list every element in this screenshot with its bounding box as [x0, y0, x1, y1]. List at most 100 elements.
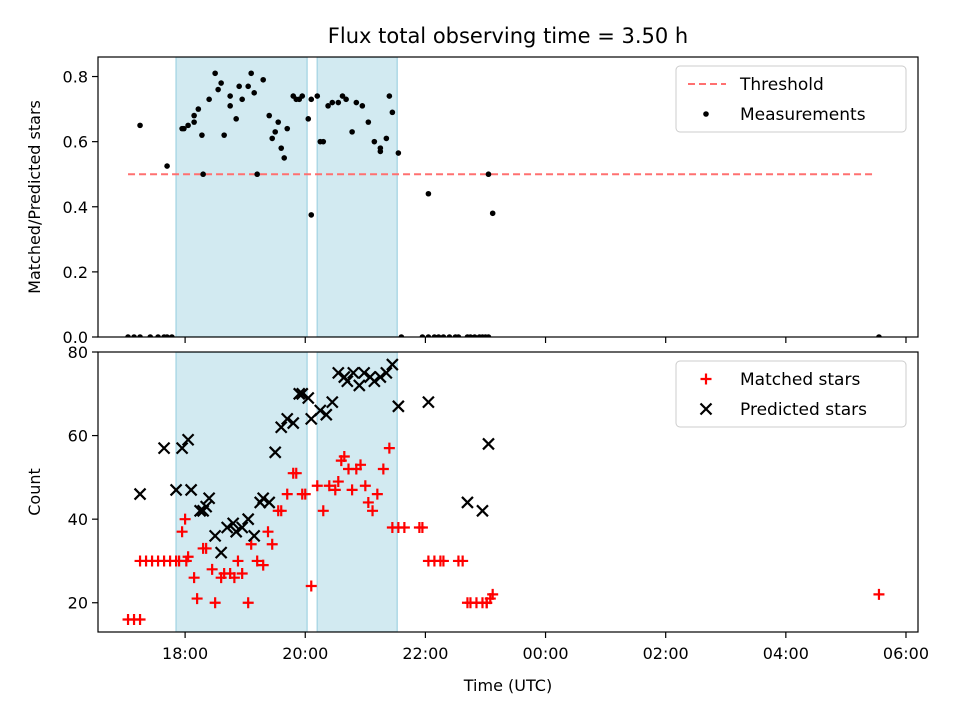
count-plus-point [242, 597, 254, 609]
count-plus-point [176, 526, 188, 538]
ratio-dot-point [471, 334, 478, 337]
ratio-dot-point [343, 96, 349, 103]
count-legend: Matched stars Predicted stars [675, 360, 907, 428]
count-plus-point [377, 463, 389, 475]
ratio-dot-point [147, 334, 154, 337]
count-x-point [199, 500, 213, 513]
ratio-dot-point [125, 334, 131, 337]
ratio-dot-point [419, 334, 426, 337]
ratio-dot-point [467, 334, 474, 337]
x-tick-label: 18:00 [162, 644, 208, 663]
ratio-dot-point [251, 90, 257, 96]
ratio-dot-point [398, 334, 405, 337]
count-plus-point [332, 476, 344, 488]
count-x-point [268, 446, 282, 459]
count-x-point [374, 370, 387, 384]
ratio-dot-point [199, 132, 205, 138]
ratio-dot-point [164, 334, 170, 337]
count-shaded-interval-0 [175, 352, 308, 632]
ratio-dot-point [299, 93, 306, 99]
count-plus-point [481, 597, 493, 609]
ratio-y-axis-label: Matched/Predicted stars [25, 100, 44, 294]
legend-measurements-swatch [703, 111, 709, 117]
count-x-point [256, 491, 270, 505]
count-x-point [368, 374, 381, 388]
ratio-dot-point [131, 334, 137, 337]
count-x-point [347, 366, 360, 380]
count-plus-point [487, 588, 499, 600]
count-x-point [247, 529, 261, 543]
ratio-dot-point [200, 171, 206, 178]
count-plus-point [355, 459, 367, 471]
count-x-point [326, 395, 339, 409]
count-plus-point [437, 555, 449, 567]
count-x-point [476, 504, 489, 518]
count-plus-point [257, 559, 269, 571]
ratio-dot-point [275, 119, 282, 125]
legend-predicted-swatch [699, 402, 713, 416]
ratio-dot-point [191, 112, 197, 119]
ratio-dot-point [227, 103, 233, 109]
x-axis-label: Time (UTC) [463, 676, 552, 695]
count-plus-point [398, 522, 410, 534]
ratio-dot-point [339, 93, 346, 99]
legend-label: Measurements [740, 105, 866, 125]
ratio-dot-point [876, 334, 882, 337]
count-plus-point [266, 538, 278, 550]
count-x-point [313, 404, 327, 417]
ratio-dot-point [383, 135, 390, 142]
ratio-dot-point [489, 210, 496, 217]
count-x-point [353, 379, 366, 392]
ratio-dot-point [227, 93, 233, 99]
count-plus-point [416, 522, 428, 534]
ratio-dot-point [335, 99, 342, 106]
count-plus-point [188, 572, 200, 584]
count-x-point [220, 521, 234, 534]
ratio-dot-point [181, 125, 187, 132]
count-x-point [181, 433, 195, 447]
ratio-dot-point [389, 109, 396, 116]
count-plus-point [179, 513, 191, 525]
count-plus-point [281, 488, 293, 500]
legend-label: Matched stars [740, 370, 860, 390]
ratio-shaded-interval-1 [316, 57, 398, 337]
count-x-point [208, 529, 222, 543]
x-tick-label: 04:00 [763, 644, 809, 663]
ratio-dot-point [206, 96, 212, 103]
ratio-panel: 0.0 0.2 0.4 0.6 0.8 Matched/Predicted stars Th… [25, 56, 919, 347]
legend-label: Predicted stars [740, 400, 867, 420]
count-plus-point [275, 505, 287, 517]
x-tick-label: 00:00 [522, 644, 568, 663]
count-plus-point [305, 580, 317, 592]
count-plus-point [371, 488, 383, 500]
ratio-y-tick-label: 0.8 [63, 68, 88, 87]
count-plus-point [317, 505, 329, 517]
ratio-y-tick-label: 0.6 [63, 133, 88, 152]
ratio-dot-point [137, 334, 143, 337]
ratio-dot-point [272, 129, 279, 135]
count-x-point [301, 391, 315, 405]
count-plus-point [290, 467, 302, 479]
count-plus-point [367, 505, 379, 517]
count-x-point [202, 491, 216, 505]
ratio-dot-point [359, 103, 366, 109]
count-x-point [235, 521, 249, 534]
ratio-dot-point [308, 96, 315, 103]
count-plus-point [134, 613, 146, 625]
count-x-point [392, 400, 405, 413]
count-x-point [286, 416, 300, 430]
count-x-point [380, 366, 393, 380]
count-plus-point [209, 597, 221, 609]
count-x-point [292, 387, 306, 401]
count-x-point [386, 358, 399, 371]
count-plus-point [200, 542, 212, 554]
ratio-legend: Threshold Measurements [675, 65, 907, 133]
count-x-point [184, 483, 198, 497]
count-y-tick-label: 40 [68, 510, 88, 529]
ratio-dot-point [455, 334, 462, 337]
ratio-dot-point [191, 119, 197, 125]
ratio-dot-point [155, 334, 161, 337]
ratio-dot-point [233, 116, 239, 122]
ratio-dot-point [254, 171, 260, 178]
